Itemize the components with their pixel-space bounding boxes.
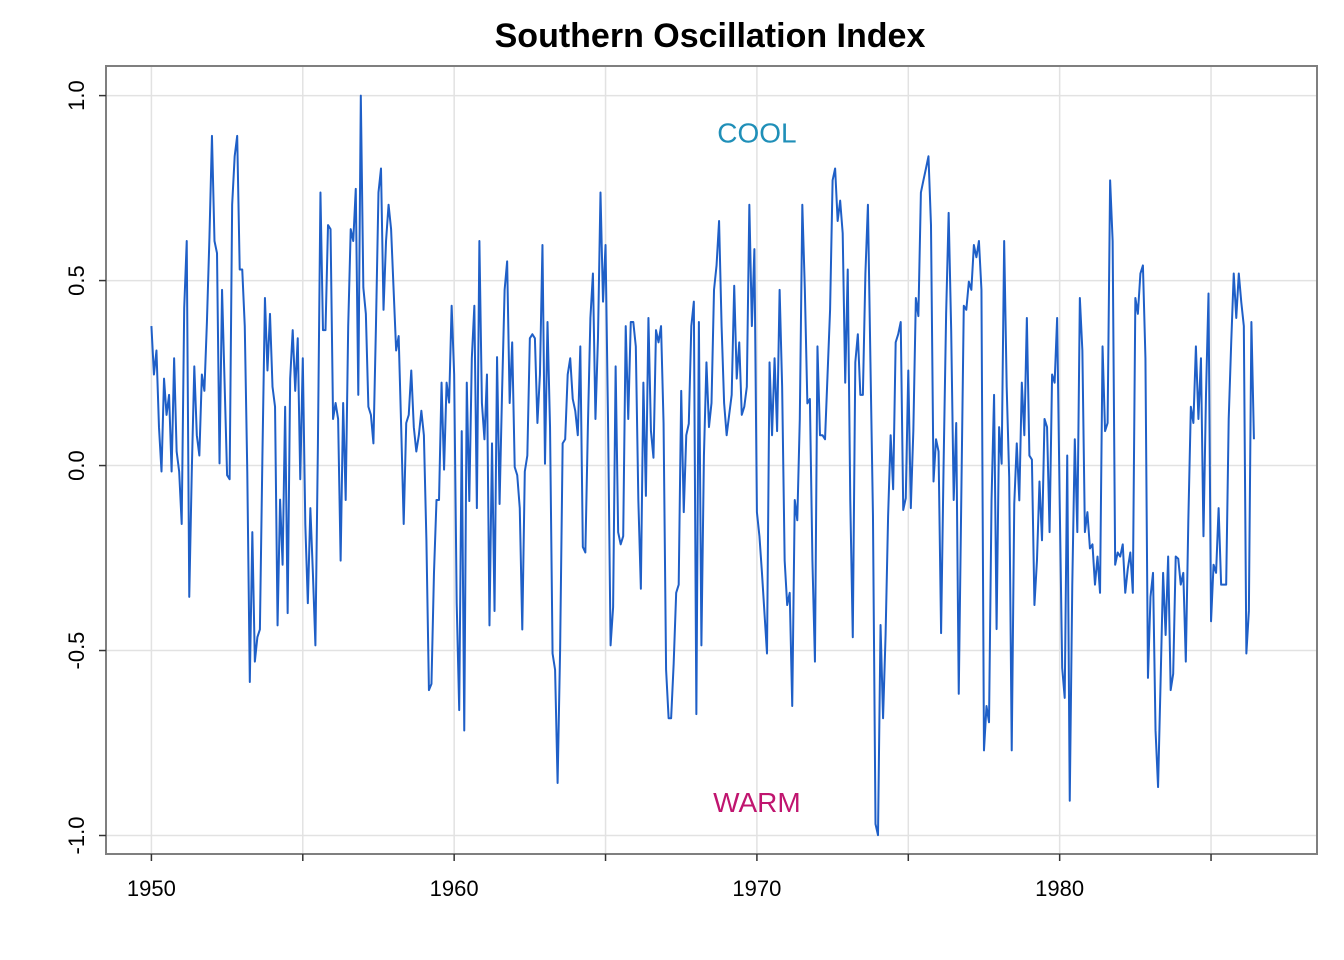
annotation-cool: COOL — [717, 118, 796, 149]
annotations: COOL WARM — [713, 118, 801, 819]
y-tick-label: 0.0 — [64, 450, 89, 481]
plot-frame — [105, 65, 1318, 855]
series-line-0 — [150, 94, 1255, 837]
x-tick-label: 1960 — [430, 876, 479, 901]
x-tick-label: 1950 — [127, 876, 176, 901]
y-tick-label: 0.5 — [64, 265, 89, 296]
gridlines — [106, 66, 1317, 854]
y-tick-label: -1.0 — [64, 817, 89, 855]
chart-title: Southern Oscillation Index — [495, 17, 926, 55]
y-tick-label: -0.5 — [64, 632, 89, 670]
axes: 1950 1960 1970 1980 -1.0 -0.5 0.0 0.5 1.0 — [64, 80, 1212, 901]
x-tick-label: 1970 — [732, 876, 781, 901]
x-tick-label: 1980 — [1035, 876, 1084, 901]
y-tick-label: 1.0 — [64, 80, 89, 111]
annotation-warm: WARM — [713, 787, 801, 818]
series-layer — [150, 94, 1255, 837]
